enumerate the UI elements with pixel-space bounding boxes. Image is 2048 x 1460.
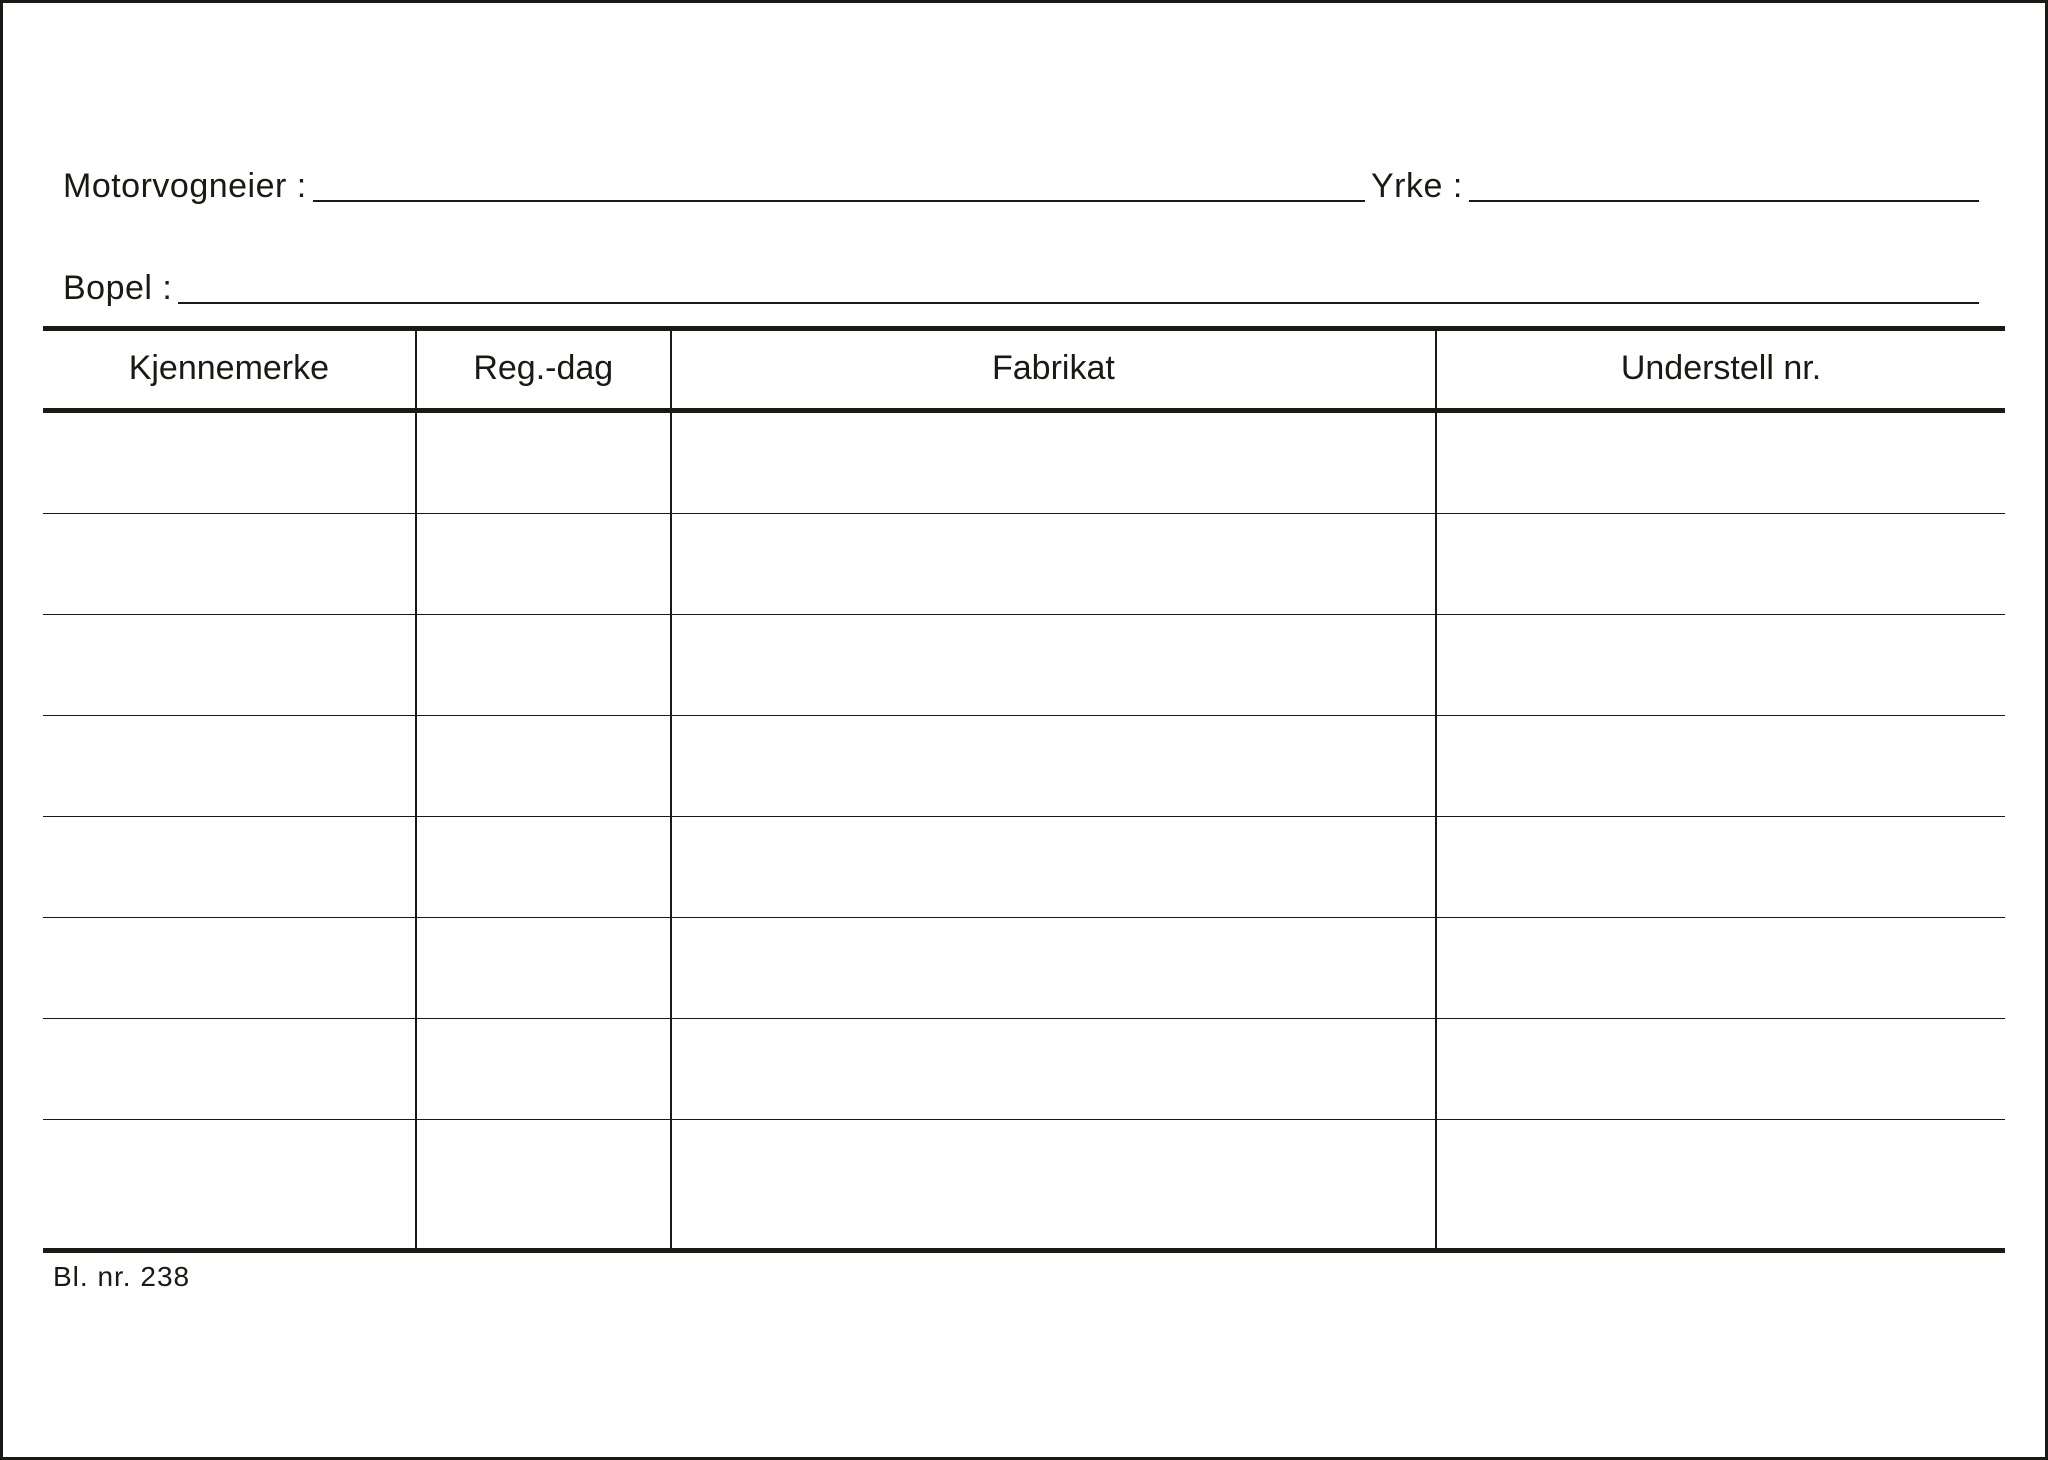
cell[interactable] xyxy=(1436,1119,2005,1250)
col-header-fabrikat: Fabrikat xyxy=(671,328,1436,410)
table-row xyxy=(43,917,2005,1018)
cell[interactable] xyxy=(416,1018,671,1119)
owner-occupation-row: Motorvogneier : Yrke : xyxy=(63,163,1985,206)
residence-label: Bopel : xyxy=(63,269,172,308)
residence-value-line[interactable] xyxy=(178,264,1979,303)
cell[interactable] xyxy=(671,513,1436,614)
cell[interactable] xyxy=(416,410,671,513)
table-row xyxy=(43,1018,2005,1119)
cell[interactable] xyxy=(671,816,1436,917)
table-row xyxy=(43,816,2005,917)
owner-value-line[interactable] xyxy=(313,163,1365,202)
occupation-label: Yrke : xyxy=(1371,167,1463,206)
cell[interactable] xyxy=(1436,715,2005,816)
owner-label: Motorvogneier : xyxy=(63,167,307,206)
table-row xyxy=(43,513,2005,614)
table-row xyxy=(43,614,2005,715)
cell[interactable] xyxy=(43,917,416,1018)
table-row xyxy=(43,715,2005,816)
col-header-kjennemerke: Kjennemerke xyxy=(43,328,416,410)
cell[interactable] xyxy=(416,1119,671,1250)
cell[interactable] xyxy=(1436,614,2005,715)
cell[interactable] xyxy=(43,410,416,513)
cell[interactable] xyxy=(416,816,671,917)
table-body xyxy=(43,410,2005,1250)
header-fields: Motorvogneier : Yrke : Bopel : xyxy=(33,33,2015,308)
occupation-value-line[interactable] xyxy=(1469,163,1979,202)
cell[interactable] xyxy=(671,410,1436,513)
residence-row: Bopel : xyxy=(63,264,1985,307)
cell[interactable] xyxy=(43,1119,416,1250)
cell[interactable] xyxy=(416,513,671,614)
table-row xyxy=(43,410,2005,513)
col-header-regdag: Reg.-dag xyxy=(416,328,671,410)
cell[interactable] xyxy=(1436,513,2005,614)
cell[interactable] xyxy=(43,614,416,715)
cell[interactable] xyxy=(671,1119,1436,1250)
cell[interactable] xyxy=(1436,1018,2005,1119)
col-header-understell: Understell nr. xyxy=(1436,328,2005,410)
cell[interactable] xyxy=(43,513,416,614)
cell[interactable] xyxy=(671,1018,1436,1119)
registration-table: Kjennemerke Reg.-dag Fabrikat Understell… xyxy=(43,326,2005,1253)
form-number: Bl. nr. 238 xyxy=(33,1253,2015,1293)
cell[interactable] xyxy=(416,715,671,816)
cell[interactable] xyxy=(1436,410,2005,513)
cell[interactable] xyxy=(43,715,416,816)
cell[interactable] xyxy=(1436,917,2005,1018)
cell[interactable] xyxy=(671,917,1436,1018)
registration-card: Motorvogneier : Yrke : Bopel : Kjennemer… xyxy=(0,0,2048,1460)
cell[interactable] xyxy=(416,917,671,1018)
table-header-row: Kjennemerke Reg.-dag Fabrikat Understell… xyxy=(43,328,2005,410)
cell[interactable] xyxy=(1436,816,2005,917)
cell[interactable] xyxy=(671,614,1436,715)
cell[interactable] xyxy=(416,614,671,715)
cell[interactable] xyxy=(671,715,1436,816)
cell[interactable] xyxy=(43,816,416,917)
cell[interactable] xyxy=(43,1018,416,1119)
table-row xyxy=(43,1119,2005,1250)
